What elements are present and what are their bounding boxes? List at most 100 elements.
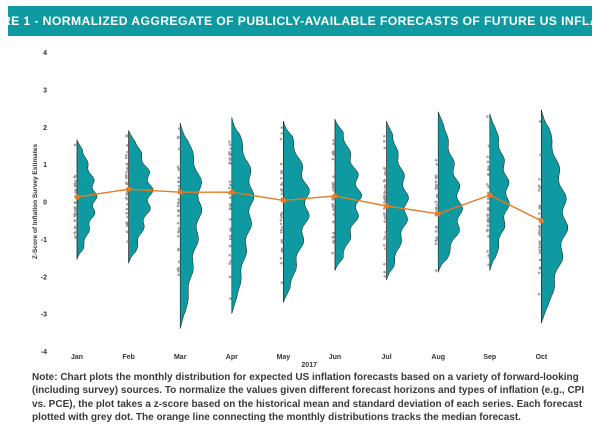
x-tick-label: Apr <box>226 354 238 361</box>
forecast-dot <box>228 207 232 211</box>
forecast-dot <box>280 241 284 244</box>
forecast-dot <box>228 186 231 190</box>
forecast-dot <box>332 138 336 141</box>
forecast-dot <box>435 185 438 188</box>
forecast-dot <box>384 231 387 234</box>
forecast-dot <box>124 196 128 200</box>
forecast-dot <box>280 238 284 242</box>
forecast-dot <box>434 159 438 162</box>
median-point <box>538 218 545 224</box>
forecast-dot <box>538 178 541 181</box>
forecast-dot <box>280 192 284 195</box>
forecast-dot <box>383 197 386 200</box>
forecast-dot <box>434 187 438 190</box>
forecast-dot <box>228 254 231 257</box>
forecast-dot <box>383 220 387 223</box>
forecast-dot <box>486 224 490 227</box>
forecast-dot <box>74 179 77 183</box>
forecast-dot <box>176 165 180 169</box>
forecast-dot <box>229 244 233 248</box>
forecast-dot <box>280 216 283 219</box>
forecast-dot <box>280 250 284 253</box>
forecast-dot <box>279 137 283 141</box>
forecast-dot <box>383 214 386 218</box>
forecast-dot <box>487 165 491 168</box>
forecast-dot <box>332 188 335 192</box>
forecast-dot <box>486 250 489 253</box>
forecast-dot <box>331 186 335 189</box>
forecast-dot <box>125 193 129 196</box>
forecast-dot <box>280 231 283 234</box>
forecast-dot <box>125 222 128 225</box>
forecast-dot <box>331 183 335 187</box>
forecast-dot <box>126 151 129 154</box>
forecast-dot <box>279 257 283 260</box>
median-point <box>332 193 338 199</box>
forecast-dot <box>177 168 181 172</box>
forecast-dot <box>177 180 181 183</box>
forecast-dot <box>538 207 542 210</box>
forecast-dot <box>73 143 77 147</box>
forecast-dot <box>539 153 542 156</box>
y-tick-label: -3 <box>41 312 47 319</box>
x-tick-label: Jun <box>329 354 341 361</box>
forecast-dot <box>434 269 438 272</box>
median-line <box>76 188 542 222</box>
forecast-dot <box>228 140 231 143</box>
forecast-dot <box>331 236 334 239</box>
forecast-dot <box>177 147 181 151</box>
forecast-dot <box>125 224 129 227</box>
forecast-dot <box>125 176 128 180</box>
forecast-dot <box>538 212 541 215</box>
median-point <box>74 194 80 200</box>
forecast-dot <box>229 204 232 208</box>
forecast-dot <box>229 297 232 300</box>
median-point <box>126 186 132 192</box>
forecast-dot <box>383 275 387 278</box>
forecast-dot <box>228 161 231 165</box>
forecast-dot <box>177 127 181 130</box>
forecast-dot <box>73 201 76 204</box>
forecast-dot <box>383 217 387 220</box>
forecast-dot <box>229 153 232 157</box>
forecast-dot <box>383 201 386 204</box>
y-tick-label: 2 <box>43 125 47 132</box>
forecast-dot <box>383 263 386 266</box>
forecast-dot <box>280 228 283 232</box>
forecast-dot <box>331 151 334 154</box>
forecast-dot <box>125 207 129 211</box>
figure-title: FIGURE 1 - NORMALIZED AGGREGATE OF PUBLI… <box>0 14 600 28</box>
forecast-dot <box>229 234 232 238</box>
x-axis-label: 2017 <box>301 362 317 369</box>
forecast-dot <box>228 158 232 161</box>
forecast-dot <box>384 171 387 174</box>
x-tick-label: Sep <box>483 354 496 361</box>
forecast-dot <box>177 266 181 270</box>
y-tick-label: -2 <box>41 274 47 281</box>
forecast-dot <box>487 235 490 238</box>
forecast-dot <box>435 226 439 229</box>
forecast-dot <box>332 175 335 178</box>
x-tick-label: Aug <box>431 354 445 361</box>
median-point <box>280 197 286 203</box>
forecast-dot <box>486 201 490 204</box>
forecast-dot <box>280 247 284 250</box>
violin-shape <box>179 122 203 329</box>
x-tick-label: Jan <box>71 354 83 361</box>
forecast-dot <box>177 269 180 273</box>
forecast-dot <box>228 180 232 183</box>
forecast-dot <box>74 225 77 228</box>
forecast-dot <box>383 186 387 189</box>
violin-shape <box>128 130 154 264</box>
forecast-dot <box>126 166 129 170</box>
forecast-dot <box>486 197 490 200</box>
forecast-dot <box>125 230 129 234</box>
forecast-dot <box>177 247 180 251</box>
figure-title-banner: FIGURE 1 - NORMALIZED AGGREGATE OF PUBLI… <box>0 6 600 36</box>
forecast-dot <box>434 180 438 184</box>
forecast-dot <box>487 173 490 176</box>
forecast-dot <box>228 218 232 221</box>
forecast-dot <box>331 251 334 255</box>
forecast-dot <box>177 210 180 213</box>
forecast-dot <box>74 191 77 194</box>
